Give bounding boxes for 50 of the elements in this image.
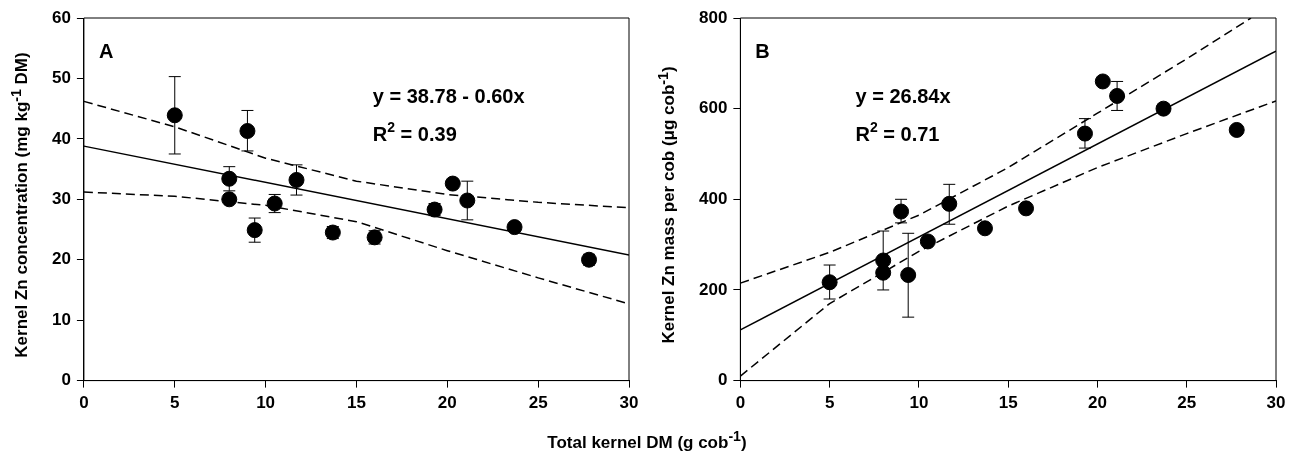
point	[506, 219, 523, 236]
point	[941, 195, 958, 212]
y-tick-label: 40	[51, 128, 71, 148]
y-tick-label: 600	[698, 98, 728, 118]
text: A	[98, 40, 114, 62]
x-tick-label: 10	[256, 393, 276, 413]
point	[1155, 100, 1172, 117]
point	[246, 222, 263, 239]
x-tick-label: 15	[346, 393, 366, 413]
y-tick-label: 30	[51, 188, 71, 208]
y-tick-label: 400	[698, 188, 728, 208]
x-tick-label: 25	[1177, 393, 1197, 413]
point	[239, 123, 256, 140]
y-tick-label: 200	[698, 279, 728, 299]
y-tick-label: 10	[51, 309, 71, 329]
point	[976, 220, 993, 237]
point	[1018, 200, 1035, 217]
y-tick-label: 60	[51, 7, 71, 27]
x-tick-label: 5	[170, 393, 180, 413]
point	[459, 192, 476, 209]
x-tick-label: 5	[824, 393, 835, 413]
annotation: y = 38.78 - 0.60x	[372, 85, 525, 107]
point	[1228, 121, 1245, 138]
x-axis-title: Total kernel DM (g cob$^{-1}$)	[546, 428, 748, 453]
y-tick-label: 20	[51, 249, 71, 269]
point	[221, 191, 238, 208]
point	[821, 274, 838, 291]
annotation: y = 26.84x	[855, 85, 951, 107]
y-tick-label: 800	[698, 7, 728, 27]
y-tick-label: 0	[717, 370, 728, 390]
x-tick-label: 15	[998, 393, 1018, 413]
text: B	[755, 40, 770, 62]
point	[166, 107, 183, 124]
y-tick-label: 50	[51, 68, 71, 88]
x-tick-label: 20	[1087, 393, 1107, 413]
x-tick-label: 10	[909, 393, 929, 413]
point	[900, 266, 917, 283]
x-tick-label: 0	[79, 393, 89, 413]
x-tick-label: 30	[619, 393, 639, 413]
x-tick-label: 25	[528, 393, 548, 413]
x-tick-label: 0	[735, 393, 746, 413]
point	[875, 264, 892, 281]
point	[1094, 73, 1111, 90]
point	[444, 175, 461, 192]
point	[919, 233, 936, 250]
point	[288, 171, 305, 188]
y-tick-label: 0	[61, 370, 71, 390]
x-tick-label: 30	[1266, 393, 1286, 413]
x-tick-label: 20	[437, 393, 457, 413]
point	[221, 170, 238, 187]
